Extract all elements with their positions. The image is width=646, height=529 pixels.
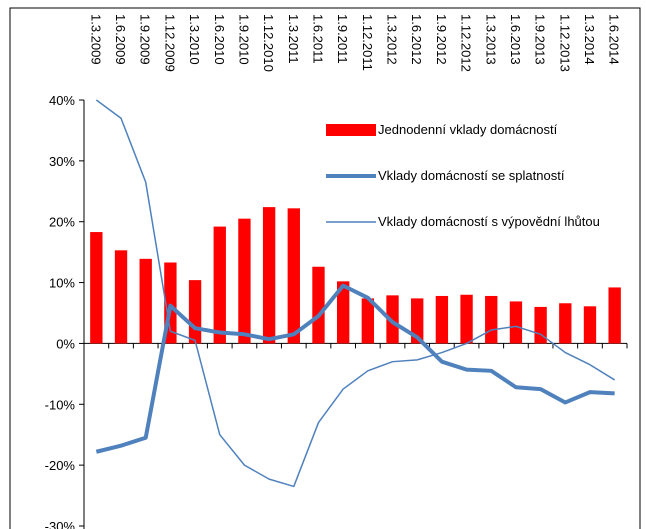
x-tick-label: 1.6.2014 [607, 14, 622, 65]
y-tick-label: 40% [49, 93, 75, 108]
y-tick-label: 20% [49, 215, 75, 230]
frame [9, 7, 641, 529]
x-tick-label: 1.3.2010 [187, 14, 202, 65]
x-tick-label: 1.6.2013 [508, 14, 523, 65]
bar [238, 218, 251, 344]
bar [90, 232, 103, 344]
x-tick-label: 1.3.2013 [483, 14, 498, 65]
x-tick-label: 1.9.2010 [236, 14, 251, 65]
bar [213, 226, 226, 344]
legend-label: Vklady domácností s výpovědní lhůtou [378, 214, 600, 229]
bar [262, 207, 276, 344]
x-tick-label: 1.9.2013 [533, 14, 548, 65]
x-tick-label: 1.3.2012 [385, 14, 400, 65]
bar [411, 298, 424, 344]
x-tick-label: 1.3.2009 [88, 14, 103, 65]
x-tick-label: 1.6.2012 [409, 14, 424, 65]
bar [435, 295, 449, 344]
x-tick-label: 1.9.2011 [335, 14, 350, 64]
x-tick-label: 1.6.2009 [113, 14, 128, 65]
bar [312, 266, 325, 344]
y-tick-label: 30% [49, 154, 75, 169]
x-tick-label: 1.9.2009 [138, 14, 153, 65]
bar [287, 208, 300, 344]
bar [188, 280, 202, 344]
bar [336, 281, 350, 344]
x-tick-label: 1.6.2010 [212, 14, 227, 65]
bar [139, 258, 152, 344]
y-tick-label: -20% [45, 458, 76, 473]
y-tick-label: -30% [45, 519, 76, 529]
y-tick-label: 10% [49, 276, 75, 291]
bar [608, 287, 621, 344]
bar [114, 250, 128, 344]
legend-label: Vklady domácností se splatností [378, 168, 565, 183]
bar [460, 294, 473, 344]
bar [583, 306, 597, 344]
bar [534, 306, 547, 344]
x-tick-label: 1.3.2011 [286, 14, 301, 64]
legend-label: Jednodenní vklady domácností [378, 122, 558, 137]
line [95, 99, 616, 488]
legend-swatch [326, 124, 376, 136]
bar [361, 298, 375, 344]
x-tick-label: 1.12.2012 [459, 14, 474, 72]
x-tick-label: 1.6.2011 [310, 14, 325, 64]
x-tick-label: 1.9.2012 [434, 14, 449, 65]
x-tick-label: 1.12.2010 [261, 14, 276, 72]
y-tick-label: -10% [45, 397, 76, 412]
x-tick-label: 1.12.2011 [360, 14, 375, 71]
line [95, 283, 615, 454]
bar [485, 295, 498, 344]
x-tick-label: 1.12.2009 [162, 14, 177, 72]
y-tick-label: 0% [56, 336, 75, 351]
x-tick-label: 1.12.2013 [557, 14, 572, 72]
bar [559, 303, 572, 344]
x-tick-label: 1.3.2014 [582, 14, 597, 65]
bar [509, 301, 523, 344]
